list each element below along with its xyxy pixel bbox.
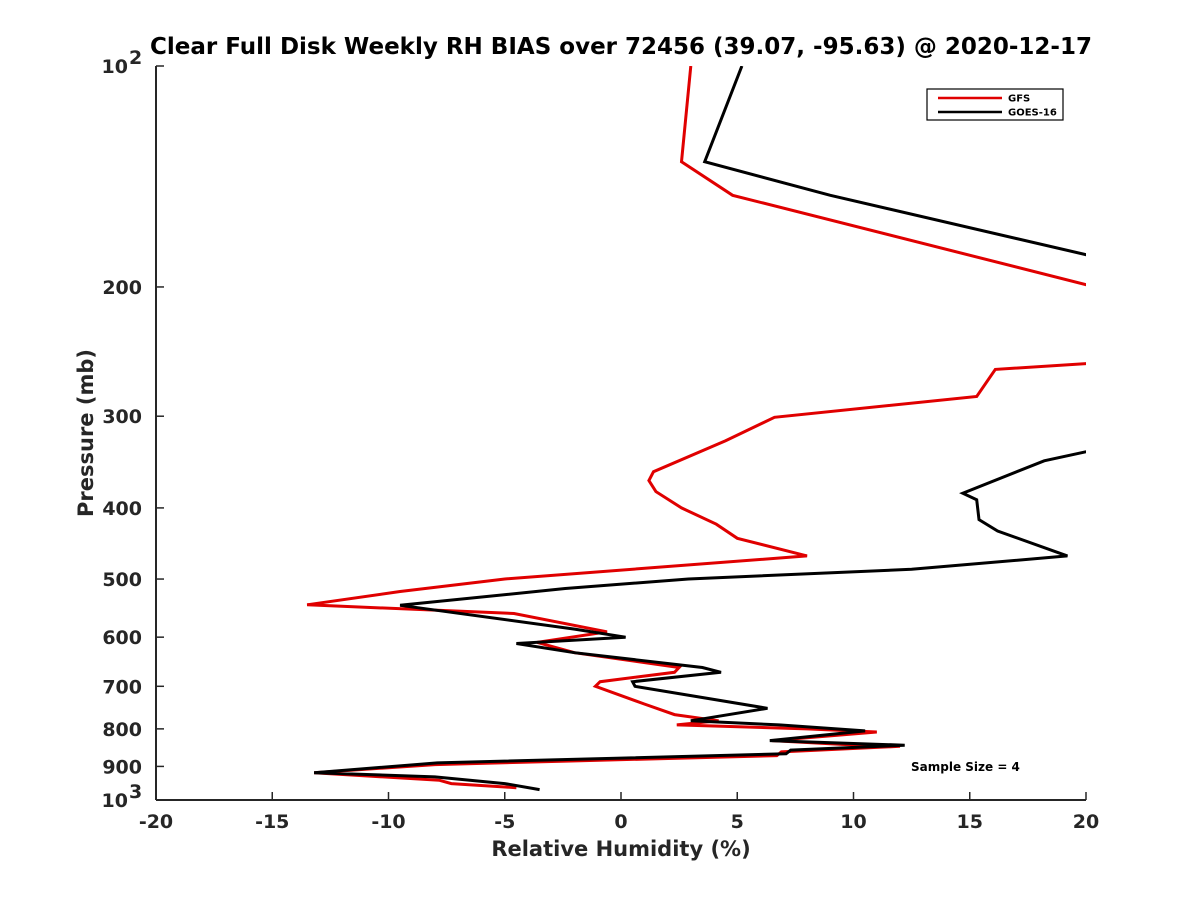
chart-title: Clear Full Disk Weekly RH BIAS over 7245… bbox=[150, 34, 1092, 60]
series-line-goes-16-segment-2 bbox=[313, 450, 1086, 792]
series-line-goes-16-segment-1 bbox=[702, 66, 1086, 257]
y-tick-label-base: 10 bbox=[102, 56, 128, 78]
y-tick-label: 800 bbox=[102, 719, 142, 741]
y-tick-label: 700 bbox=[102, 676, 142, 698]
y-tick-label: 200 bbox=[102, 277, 142, 299]
x-tick-label: 0 bbox=[614, 811, 627, 833]
x-tick-label: -10 bbox=[371, 811, 405, 833]
x-tick-label: 15 bbox=[957, 811, 983, 833]
y-tick-label-exponent: 2 bbox=[129, 47, 142, 69]
y-tick-label-power: 10 3 bbox=[102, 781, 143, 812]
y-tick-label: 300 bbox=[102, 406, 142, 428]
y-axis-label: Pressure (mb) bbox=[74, 349, 98, 517]
legend-label-goes-16: GOES-16 bbox=[1008, 108, 1057, 119]
series-line-gfs-segment-1 bbox=[679, 66, 1086, 287]
x-tick-label: -15 bbox=[255, 811, 289, 833]
y-tick-label: 600 bbox=[102, 627, 142, 649]
y-tick-label-base: 10 bbox=[102, 790, 128, 812]
legend: GFS GOES-16 bbox=[926, 88, 1064, 121]
legend-label-gfs: GFS bbox=[1008, 94, 1030, 105]
series-layer bbox=[306, 66, 1086, 792]
y-tick-label: 500 bbox=[102, 569, 142, 591]
x-tick-label: 20 bbox=[1073, 811, 1099, 833]
x-tick-label: 5 bbox=[731, 811, 744, 833]
y-tick-label: 900 bbox=[102, 756, 142, 778]
y-tick-label-exponent: 3 bbox=[129, 781, 142, 803]
legend-box bbox=[926, 88, 1064, 121]
y-tick-label: 400 bbox=[102, 498, 142, 520]
x-tick-label: 10 bbox=[840, 811, 866, 833]
sample-size-annotation: Sample Size = 4 bbox=[911, 760, 1020, 774]
y-tick-label-power: 10 2 bbox=[102, 47, 143, 78]
x-axis-label: Relative Humidity (%) bbox=[491, 837, 750, 861]
x-tick-label: -5 bbox=[494, 811, 515, 833]
x-tick-label: -20 bbox=[139, 811, 173, 833]
